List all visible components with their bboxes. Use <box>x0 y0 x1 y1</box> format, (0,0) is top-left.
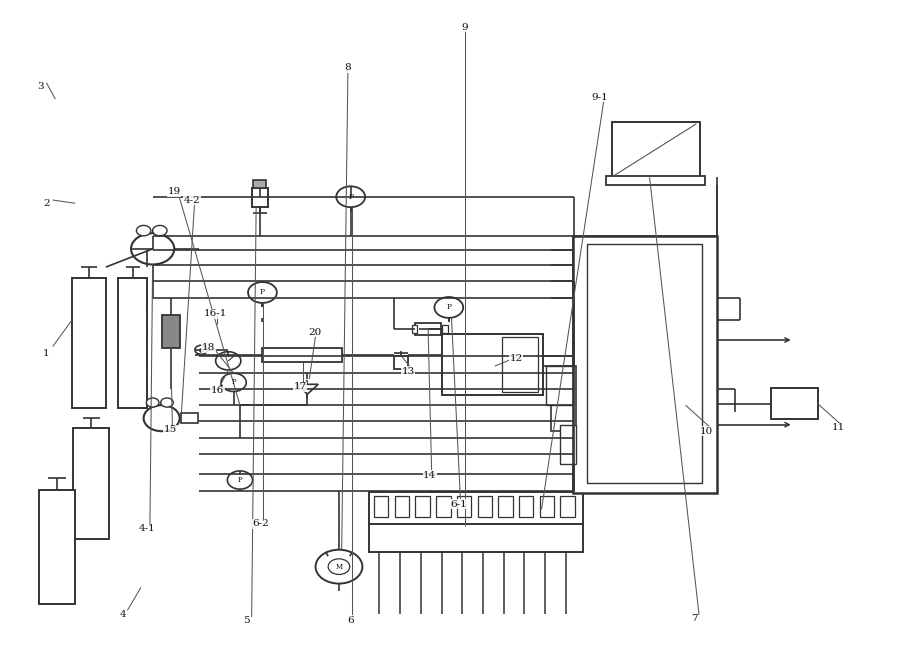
Bar <box>442 334 543 396</box>
Text: 16: 16 <box>210 387 224 395</box>
Text: 4-2: 4-2 <box>184 196 200 205</box>
Bar <box>393 356 408 369</box>
Circle shape <box>315 550 362 583</box>
Bar <box>519 496 533 517</box>
Circle shape <box>221 373 246 392</box>
Text: 19: 19 <box>168 187 180 196</box>
Text: 13: 13 <box>401 367 414 376</box>
Bar <box>586 244 701 483</box>
Bar <box>368 525 583 552</box>
Bar <box>39 490 75 604</box>
Bar <box>605 176 704 185</box>
Circle shape <box>434 297 463 318</box>
Bar <box>181 413 198 423</box>
Text: 8: 8 <box>345 63 351 73</box>
Bar <box>415 323 440 335</box>
Bar <box>118 278 147 408</box>
Text: P: P <box>348 193 353 201</box>
Text: 15: 15 <box>164 425 177 434</box>
Circle shape <box>195 345 207 354</box>
Bar <box>502 337 538 392</box>
Bar <box>546 366 573 405</box>
Text: 3: 3 <box>37 82 43 90</box>
Bar <box>73 428 109 539</box>
Bar <box>436 496 450 517</box>
Circle shape <box>131 233 174 264</box>
Text: 20: 20 <box>308 328 321 337</box>
Bar <box>550 366 575 431</box>
Text: 16-1: 16-1 <box>204 309 227 318</box>
Bar <box>262 348 341 362</box>
Text: 2: 2 <box>43 199 50 208</box>
Bar <box>253 181 266 188</box>
Bar <box>456 496 471 517</box>
Circle shape <box>227 471 253 489</box>
Bar <box>373 496 388 517</box>
Text: P: P <box>231 379 235 387</box>
Text: 6: 6 <box>347 615 354 625</box>
Text: 5: 5 <box>243 615 249 625</box>
Bar <box>498 496 512 517</box>
Bar <box>770 388 817 419</box>
Text: 18: 18 <box>201 343 215 353</box>
Text: P: P <box>446 303 451 311</box>
Text: 14: 14 <box>423 471 436 480</box>
Text: M: M <box>335 562 342 571</box>
Circle shape <box>143 405 179 431</box>
Bar <box>573 236 716 493</box>
Text: 11: 11 <box>831 423 844 432</box>
Text: 9-1: 9-1 <box>591 93 608 101</box>
Bar <box>539 496 554 517</box>
Bar <box>411 325 417 333</box>
Bar <box>559 424 575 464</box>
Circle shape <box>161 398 173 407</box>
Bar <box>415 496 429 517</box>
Text: 17: 17 <box>293 383 307 391</box>
Bar <box>71 278 106 408</box>
Bar <box>394 496 409 517</box>
Bar <box>560 496 575 517</box>
Text: 6-2: 6-2 <box>252 519 269 528</box>
Bar <box>368 492 583 526</box>
Text: P: P <box>237 476 242 484</box>
Bar <box>611 122 699 177</box>
Bar <box>161 315 179 348</box>
Text: 4: 4 <box>119 610 126 619</box>
Bar <box>252 188 268 207</box>
Circle shape <box>327 559 349 574</box>
Bar <box>442 325 447 333</box>
Text: 10: 10 <box>699 426 712 436</box>
Text: 12: 12 <box>509 354 522 363</box>
Text: 7: 7 <box>691 614 697 623</box>
Circle shape <box>152 226 167 236</box>
Circle shape <box>136 226 151 236</box>
Circle shape <box>216 352 241 370</box>
Circle shape <box>336 186 364 207</box>
Circle shape <box>248 282 277 303</box>
Text: 4-1: 4-1 <box>139 525 155 534</box>
Text: P: P <box>260 288 264 296</box>
Circle shape <box>146 398 159 407</box>
Polygon shape <box>297 385 318 394</box>
Bar <box>477 496 492 517</box>
Text: 9: 9 <box>461 23 468 32</box>
Text: 6-1: 6-1 <box>450 500 466 509</box>
Text: 1: 1 <box>43 349 50 358</box>
